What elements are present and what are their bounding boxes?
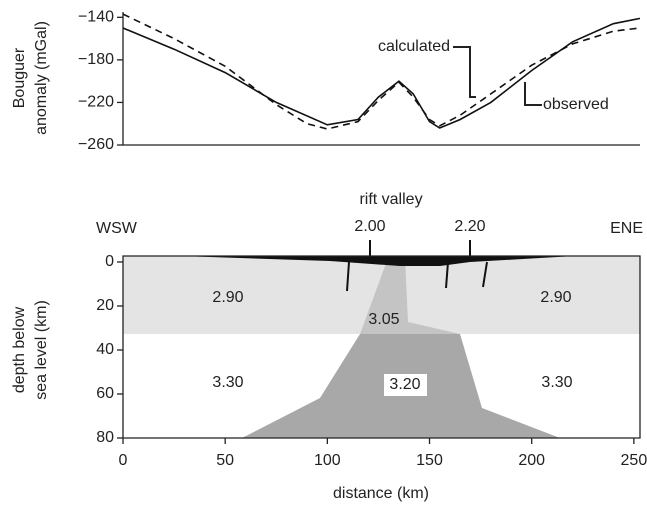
y-tick-label: 40 bbox=[96, 341, 114, 358]
top-axes bbox=[122, 12, 640, 146]
density-label: 3.30 bbox=[541, 374, 572, 391]
density-label: 3.20 bbox=[389, 376, 420, 393]
series-label: observed bbox=[543, 96, 609, 113]
y-tick-label: −260 bbox=[78, 136, 114, 153]
left-label: WSW bbox=[96, 220, 138, 237]
density-label: 3.30 bbox=[212, 374, 243, 391]
y-tick-label: −220 bbox=[78, 94, 114, 111]
series-line bbox=[122, 13, 641, 130]
leader-lines bbox=[453, 46, 542, 106]
section-title: rift valley bbox=[359, 191, 422, 208]
faults bbox=[346, 240, 488, 292]
series-label: calculated bbox=[378, 38, 450, 55]
y-tick-label: −180 bbox=[78, 51, 114, 68]
sediment bbox=[180, 256, 575, 266]
right-label: ENE bbox=[610, 220, 643, 237]
y-tick-label: −140 bbox=[78, 9, 114, 26]
y-axis-label: anomaly (mGal) bbox=[33, 21, 50, 135]
y-axis-label: sea level (km) bbox=[33, 300, 50, 400]
bottom-axes bbox=[122, 255, 641, 439]
x-tick-label: 150 bbox=[416, 452, 443, 469]
x-tick-label: 200 bbox=[518, 452, 545, 469]
y-tick-label: 0 bbox=[105, 253, 114, 270]
density-label: 2.90 bbox=[212, 289, 243, 306]
density-label: 2.00 bbox=[354, 218, 385, 235]
y-axis-label: depth below bbox=[11, 306, 28, 393]
x-axis-label: distance (km) bbox=[333, 485, 429, 502]
rift-body bbox=[360, 258, 460, 334]
y-tick-label: 80 bbox=[96, 429, 114, 446]
label-box bbox=[384, 374, 427, 396]
x-tick-label: 100 bbox=[314, 452, 341, 469]
y-axis-label: Bouguer bbox=[11, 47, 28, 108]
x-tick-label: 250 bbox=[621, 452, 647, 469]
density-label: 2.20 bbox=[454, 218, 485, 235]
density-label: 3.05 bbox=[368, 311, 399, 328]
x-tick-label: 50 bbox=[216, 452, 234, 469]
x-tick-label: 0 bbox=[119, 452, 128, 469]
density-label: 2.90 bbox=[540, 289, 571, 306]
y-tick-label: 60 bbox=[96, 385, 114, 402]
y-tick-label: 20 bbox=[96, 297, 114, 314]
